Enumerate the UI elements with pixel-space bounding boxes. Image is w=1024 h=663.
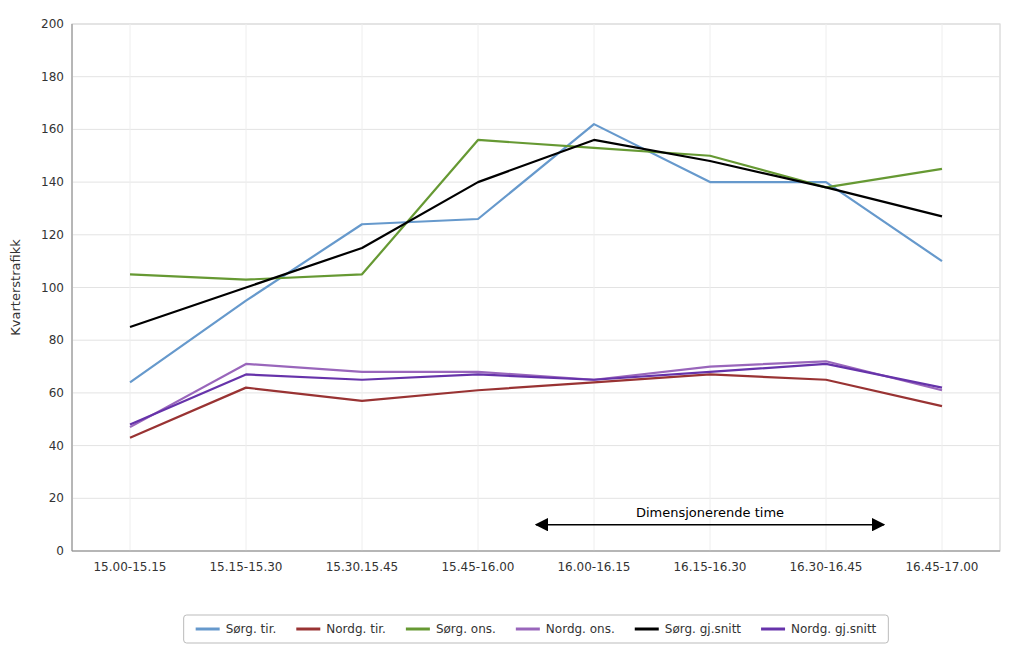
- y-axis-label: Kvarterstrafikk: [8, 239, 23, 336]
- legend-label: Nordg. ons.: [546, 622, 615, 636]
- x-grid-line: [942, 24, 943, 551]
- x-tick-label: 15.15-15.30: [209, 560, 282, 574]
- y-tick-label: 140: [41, 175, 64, 189]
- x-tick-label: 16.00-16.15: [557, 560, 630, 574]
- y-tick-label: 60: [49, 386, 64, 400]
- x-grid-line: [478, 24, 479, 551]
- y-tick-label: 120: [41, 228, 64, 242]
- x-tick-label: 16.30-16.45: [789, 560, 862, 574]
- annotation-text: Dimensjonerende time: [636, 505, 784, 520]
- y-grid-line: [72, 234, 1000, 235]
- legend-item: Sørg. tir.: [196, 622, 277, 636]
- grid: [72, 24, 1000, 551]
- legend-swatch: [296, 628, 320, 631]
- legend-label: Nordg. gj.snitt: [791, 622, 877, 636]
- series-line: [130, 374, 942, 437]
- legend-item: Nordg. ons.: [516, 622, 615, 636]
- chart-svg: 0 20 40 60 80 100 120 140 160 180 200 15.00-15.15 15…: [0, 0, 1024, 663]
- x-grid-line: [362, 24, 363, 551]
- y-tick-label: 80: [49, 333, 64, 347]
- legend-item: Sørg. ons.: [406, 622, 496, 636]
- x-tick-label: 15.30.15.45: [326, 560, 399, 574]
- y-grid-line: [72, 129, 1000, 130]
- series-line: [130, 361, 942, 427]
- series-lines: [130, 124, 942, 438]
- legend-swatch: [635, 628, 659, 631]
- plot-area: [72, 24, 1000, 551]
- legend-label: Sørg. ons.: [436, 622, 496, 636]
- x-grid-line: [710, 24, 711, 551]
- y-grid-line: [72, 76, 1000, 77]
- legend-swatch: [761, 628, 785, 631]
- legend-label: Sørg. gj.snitt: [665, 622, 742, 636]
- legend-swatch: [406, 628, 430, 631]
- y-tick-label: 180: [41, 70, 64, 84]
- y-tick-label: 20: [49, 491, 64, 505]
- y-grid-line: [72, 392, 1000, 393]
- x-grid-line: [594, 24, 595, 551]
- x-grid-line: [826, 24, 827, 551]
- legend-item: Nordg. gj.snitt: [761, 622, 877, 636]
- x-grid-line: [130, 24, 131, 551]
- series-line: [130, 140, 942, 327]
- y-grid-line: [72, 445, 1000, 446]
- y-grid-line: [72, 340, 1000, 341]
- chart-container: 0 20 40 60 80 100 120 140 160 180 200 15.00-15.15 15…: [0, 0, 1024, 663]
- y-tick-label: 100: [41, 281, 64, 295]
- legend-item: Sørg. gj.snitt: [635, 622, 742, 636]
- legend-swatch: [516, 628, 540, 631]
- y-axis-line: [72, 24, 73, 551]
- annotation-arrow: [536, 524, 884, 526]
- legend-item: Nordg. tir.: [296, 622, 386, 636]
- legend-label: Nordg. tir.: [326, 622, 386, 636]
- x-tick-label: 15.00-15.15: [93, 560, 166, 574]
- y-grid-line: [72, 551, 1000, 552]
- y-tick-label: 40: [49, 439, 64, 453]
- y-tick-label: 160: [41, 122, 64, 136]
- y-tick-label: 0: [56, 544, 64, 558]
- x-tick-label: 16.45-17.00: [905, 560, 978, 574]
- legend: Sørg. tir. Nordg. tir. Sørg. ons. Nordg. on…: [184, 615, 889, 643]
- legend-box: [184, 615, 889, 643]
- y-tick-label: 200: [41, 17, 64, 31]
- x-tick-label: 16.15-16.30: [673, 560, 746, 574]
- y-grid-line: [72, 287, 1000, 288]
- series-line: [130, 364, 942, 425]
- legend-label: Sørg. tir.: [226, 622, 277, 636]
- y-grid-line: [72, 24, 1000, 25]
- series-line: [130, 124, 942, 382]
- y-grid-line: [72, 498, 1000, 499]
- x-tick-label: 15.45-16.00: [441, 560, 514, 574]
- legend-swatch: [196, 628, 220, 631]
- x-axis-line: [72, 551, 1000, 552]
